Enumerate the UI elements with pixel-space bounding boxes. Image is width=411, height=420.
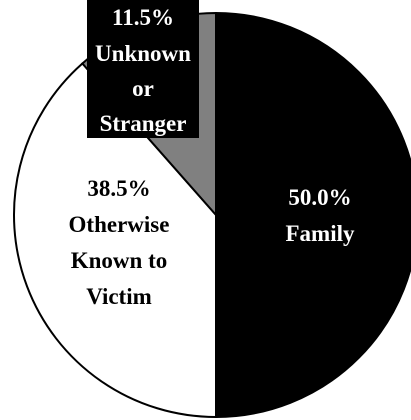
value-label-unknown: 11.5% xyxy=(112,5,174,30)
value-label-known: 38.5% xyxy=(87,176,150,201)
pie-slice-family xyxy=(215,11,411,419)
category-label-family: Family xyxy=(286,221,355,246)
category-label-known-line2: Known to xyxy=(71,248,168,273)
pie-slice-known xyxy=(13,62,217,419)
category-label-known-line3: Victim xyxy=(86,284,152,309)
label-known: 38.5% Otherwise Known to Victim xyxy=(69,176,170,309)
category-label-unknown-line3: Stranger xyxy=(100,111,187,136)
category-label-unknown-line1: Unknown xyxy=(95,41,191,66)
label-box-unknown xyxy=(87,0,199,138)
value-label-family: 50.0% xyxy=(288,185,351,210)
category-label-unknown-line2: or xyxy=(132,76,154,101)
label-unknown: 11.5% Unknown or Stranger xyxy=(87,0,199,138)
label-family: 50.0% Family xyxy=(286,185,355,246)
category-label-known-line1: Otherwise xyxy=(69,212,170,237)
